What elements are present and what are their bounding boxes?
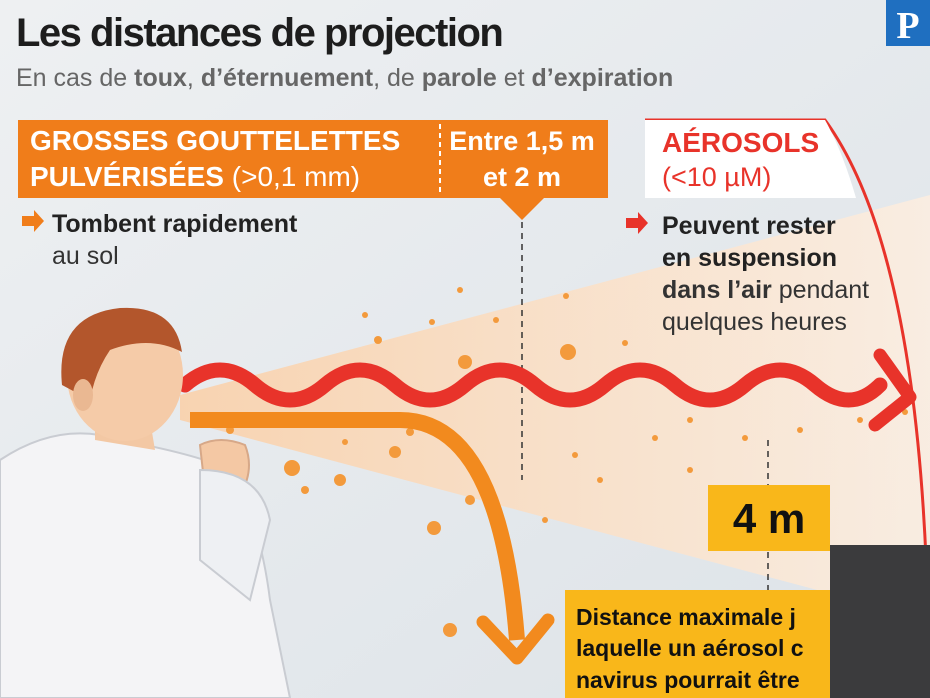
aerosol-note: Peuvent rester <box>662 212 836 240</box>
aerosol-arc <box>645 118 930 621</box>
droplet-path <box>190 412 525 641</box>
note-arrow <box>22 210 44 232</box>
max-box <box>708 485 830 551</box>
logo <box>886 0 930 46</box>
aerosol-note: dans l’air pendant <box>662 276 869 304</box>
caption-box <box>565 590 845 698</box>
subtitle-part: , <box>187 64 201 92</box>
overlay <box>830 545 930 698</box>
droplets <box>205 287 908 637</box>
aerosol-note: en suspension <box>662 244 837 272</box>
person <box>0 307 292 698</box>
aerosol-path <box>177 362 888 408</box>
droplets-heading: GROSSES GOUTTELETTES <box>30 125 400 156</box>
aerosol-heading: (<10 µM) <box>662 162 771 192</box>
droplets-heading: PULVÉRISÉES (>0,1 mm) <box>30 161 360 192</box>
subtitle-part: , de <box>373 64 422 92</box>
subtitle-part: d’éternuement <box>201 64 374 92</box>
heading-part: (>0,1 mm) <box>224 161 360 192</box>
range-pointer <box>500 198 544 220</box>
range-label: et 2 m <box>483 162 561 192</box>
range-label: Entre 1,5 m <box>449 126 595 156</box>
subtitle-part: d’expiration <box>532 64 674 92</box>
droplets-band <box>18 120 608 198</box>
heading-part: PULVÉRISÉES <box>30 161 224 192</box>
caption: Distance maximale j <box>576 604 796 630</box>
max-label: 4 m <box>733 495 805 542</box>
droplets-note: au sol <box>52 242 119 270</box>
note-arrow <box>626 212 648 234</box>
caption: laquelle un aérosol c <box>576 635 804 661</box>
subtitle-part: parole <box>422 64 497 92</box>
caption: navirus pourrait être <box>576 667 800 693</box>
droplet-arrowhead <box>476 613 555 665</box>
subtitle-part: toux <box>134 64 187 92</box>
title: Les distances de projection <box>16 11 502 55</box>
subtitle-part: et <box>497 64 532 92</box>
aerosol-note: quelques heures <box>662 308 847 336</box>
note-part: dans l’air <box>662 276 772 304</box>
subtitle-part: En cas de <box>16 64 134 92</box>
logo-letter: P <box>896 5 919 47</box>
droplets-note: Tombent rapidement <box>52 210 298 238</box>
aerosol-heading: AÉROSOLS <box>662 127 819 158</box>
aerosol-band <box>645 120 856 198</box>
subtitle: En cas de toux, d’éternuement, de parole… <box>16 64 673 92</box>
aerosol-arrowhead <box>868 348 917 432</box>
note-part: pendant <box>772 276 869 304</box>
